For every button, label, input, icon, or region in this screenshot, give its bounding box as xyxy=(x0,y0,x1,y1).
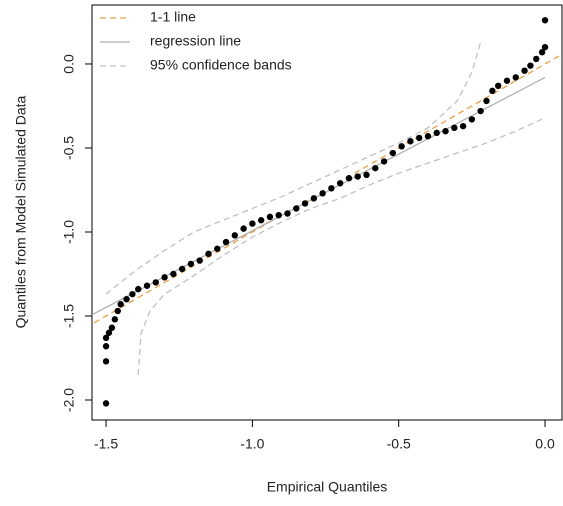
point xyxy=(117,301,124,308)
x-tick-label: -1.5 xyxy=(94,436,118,452)
point xyxy=(102,358,110,365)
legend-label: 95% confidence bands xyxy=(150,57,292,73)
point xyxy=(187,260,195,268)
point xyxy=(451,124,458,132)
point xyxy=(301,200,309,207)
point xyxy=(415,134,423,142)
point xyxy=(354,173,361,180)
point xyxy=(257,217,265,224)
point xyxy=(336,180,344,187)
point xyxy=(477,107,484,115)
point xyxy=(533,55,540,63)
reference-line xyxy=(105,41,482,295)
point xyxy=(152,279,159,286)
point xyxy=(310,195,318,202)
point xyxy=(363,171,370,179)
y-tick-label: 0.0 xyxy=(61,54,77,74)
point xyxy=(129,290,136,298)
y-tick-label: -1.0 xyxy=(61,220,77,244)
point xyxy=(111,316,119,323)
plot-area xyxy=(92,17,562,407)
x-tick-label: 0.0 xyxy=(535,436,555,452)
point xyxy=(293,205,300,212)
point xyxy=(284,210,291,217)
point xyxy=(495,82,502,90)
point xyxy=(108,324,116,331)
point xyxy=(503,77,511,84)
point xyxy=(541,43,549,51)
point xyxy=(424,133,432,140)
point xyxy=(240,225,247,232)
x-tick-label: -0.5 xyxy=(387,436,411,452)
y-tick-label: -2.0 xyxy=(61,388,77,412)
reference-line xyxy=(137,117,546,375)
legend-label: regression line xyxy=(150,33,241,49)
point xyxy=(328,185,335,192)
point xyxy=(541,17,549,24)
point xyxy=(161,274,168,281)
point xyxy=(170,270,177,278)
point xyxy=(538,49,546,56)
x-tick-label: -1.0 xyxy=(240,436,264,452)
point xyxy=(398,143,405,150)
point xyxy=(483,97,490,105)
point xyxy=(266,213,274,221)
point xyxy=(214,245,221,252)
point xyxy=(433,129,440,137)
point xyxy=(222,238,230,246)
plot-frame xyxy=(91,4,563,421)
point xyxy=(459,122,467,130)
point xyxy=(196,257,203,264)
reference-line xyxy=(92,53,562,325)
legend-label: 1-1 line xyxy=(150,9,196,25)
point xyxy=(231,232,239,239)
point xyxy=(319,190,326,197)
point xyxy=(178,265,186,273)
point xyxy=(442,127,449,135)
x-axis-title: Empirical Quantiles xyxy=(267,479,388,495)
point xyxy=(102,343,110,350)
point xyxy=(389,149,397,157)
y-tick-label: -0.5 xyxy=(61,136,77,160)
point xyxy=(123,295,130,303)
point xyxy=(527,62,534,69)
point xyxy=(512,74,519,81)
point xyxy=(135,285,142,293)
point xyxy=(102,400,110,407)
point xyxy=(143,282,151,289)
point xyxy=(275,211,282,219)
point xyxy=(521,67,528,74)
point xyxy=(345,175,353,182)
point xyxy=(249,220,256,227)
point xyxy=(380,158,388,165)
point xyxy=(114,307,121,315)
y-axis-title: Quantiles from Model Simulated Data xyxy=(13,95,29,328)
point xyxy=(407,138,414,145)
point xyxy=(205,250,212,258)
point xyxy=(105,329,113,336)
point xyxy=(102,334,110,342)
point xyxy=(489,87,496,95)
y-tick-label: -1.5 xyxy=(61,304,77,328)
point xyxy=(372,164,379,172)
point xyxy=(468,116,476,123)
